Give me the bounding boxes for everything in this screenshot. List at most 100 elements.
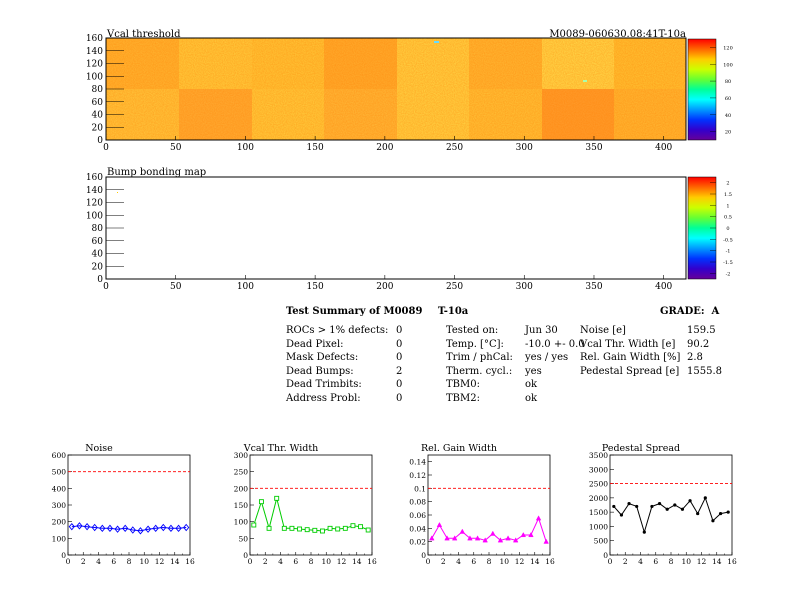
data-point (467, 535, 473, 541)
palette-label: 40 (725, 113, 731, 119)
x-tick-label: 0 (103, 143, 109, 153)
data-point (474, 535, 481, 541)
summary-row: Vcal Thr. Width [e] 90.2 (580, 338, 720, 352)
x-tick-label: 12 (697, 557, 707, 566)
chart-title: Noise (85, 443, 113, 454)
y-tick-label: 0.08 (409, 498, 426, 507)
data-point (183, 523, 190, 532)
module-label: M0089-060630.08:41T-10a (549, 29, 686, 40)
palette-label: -0.5 (723, 237, 733, 243)
y-tick-label: 1500 (589, 508, 608, 517)
y-tick-label: 0 (97, 275, 103, 285)
x-tick-label: 350 (585, 282, 602, 292)
data-point (251, 522, 257, 528)
x-tick-label: 0 (66, 557, 71, 566)
x-tick-label: 8 (309, 557, 314, 566)
summary-row: Tested on: Jun 30 (446, 324, 576, 338)
y-tick-label: 600 (52, 451, 67, 460)
x-tick-label: 4 (278, 557, 283, 566)
vcal-threshold-map: Vcal threshold M0089-060630.08:41T-10a (86, 29, 733, 153)
row-label: Pedestal Spread [e] (580, 365, 680, 377)
data-point (335, 526, 341, 532)
palette-label: 100 (723, 62, 733, 68)
summary-test-label: T-10a (437, 306, 469, 317)
row-label: Vcal Thr. Width [e] (580, 338, 676, 350)
row-label: TBM0: (446, 379, 480, 390)
y-tick-label: 400 (52, 484, 67, 493)
data-point (319, 528, 325, 534)
summary-row: Address Probl: 0 (286, 392, 406, 406)
summary-row: Dead Pixel: 0 (286, 338, 406, 352)
series-line (431, 516, 547, 542)
row-label: Rel. Gain Width [%] (580, 352, 681, 363)
data-point (114, 525, 121, 533)
y-tick-label: 200 (234, 484, 249, 493)
y-tick-label: 40 (92, 250, 104, 260)
y-tick-label: 140 (86, 186, 103, 196)
data-point (528, 531, 534, 538)
x-tick-label: 16 (727, 557, 737, 566)
y-tick-label: 0.1 (414, 484, 426, 493)
y-tick-label: 0.06 (409, 511, 426, 520)
row-label: Dead Bumps: (286, 365, 354, 377)
vcal-map-title: Vcal threshold (106, 29, 181, 40)
x-tick-label: 50 (170, 282, 182, 292)
row-value: 0 (396, 325, 403, 336)
data-point (459, 528, 466, 534)
summary-col-widths: Noise [e] 159.5 Vcal Thr. Width [e] 90.2 R… (580, 324, 722, 378)
data-point (665, 507, 669, 511)
x-tick-label: 12 (155, 557, 165, 566)
y-tick-label: 500 (594, 537, 609, 546)
y-tick-label: 0.12 (409, 471, 426, 480)
data-point (680, 507, 685, 511)
x-tick-label: 14 (712, 557, 722, 566)
y-tick-label: 3500 (589, 451, 608, 460)
data-point (635, 504, 639, 509)
row-value: 0 (396, 338, 403, 350)
plot-frame (67, 454, 191, 556)
x-tick-label: 250 (446, 282, 463, 292)
y-tick-label: 500 (52, 468, 67, 477)
y-tick-label: 100 (234, 518, 249, 527)
x-tick-label: 8 (669, 557, 674, 566)
y-tick-label: 1000 (589, 522, 608, 531)
y-tick-label: 0.04 (409, 524, 426, 533)
y-tick-label: 120 (86, 60, 103, 70)
x-tick-label: 150 (307, 143, 324, 153)
y-tick-label: 300 (234, 451, 249, 460)
palette-label: 120 (723, 45, 733, 51)
y-tick-label: 0 (97, 136, 103, 146)
data-point (358, 524, 364, 530)
bump-map-title: Bump bonding map (107, 167, 206, 178)
row-label: Address Probl: (286, 392, 361, 404)
x-tick-label: 10 (139, 557, 149, 566)
y-tick-label: 2000 (589, 494, 608, 503)
row-value: 2 (396, 365, 403, 377)
x-tick-label: 4 (96, 557, 101, 566)
grade-label: GRADE: A (660, 306, 720, 317)
data-point (505, 535, 511, 541)
x-tick-label: 400 (655, 143, 672, 153)
vcal-map-heatmap (106, 38, 686, 140)
x-tick-label: 12 (337, 557, 347, 566)
x-tick-label: 300 (516, 143, 533, 153)
y-tick-label: 0 (603, 551, 608, 560)
data-point (520, 531, 527, 538)
palette-label: 20 (725, 130, 731, 136)
data-point (68, 522, 75, 531)
summary-row: Rel. Gain Width [%] 2.8 (580, 351, 720, 365)
plot-frame (609, 454, 733, 556)
x-tick-label: 350 (585, 143, 602, 153)
summary-row: Temp. [°C]: -10.0 +- 0.0 (446, 338, 585, 352)
data-point (297, 526, 303, 532)
data-point (76, 522, 83, 530)
data-point (726, 510, 730, 514)
y-tick-label: 3000 (589, 465, 608, 474)
x-tick-label: 10 (321, 557, 331, 566)
data-point (289, 525, 295, 531)
data-point (274, 495, 280, 501)
row-label: TBM2: (446, 392, 480, 404)
row-label: Mask Defects: (286, 352, 359, 363)
data-point (350, 523, 356, 529)
y-tick-label: 40 (92, 111, 104, 121)
